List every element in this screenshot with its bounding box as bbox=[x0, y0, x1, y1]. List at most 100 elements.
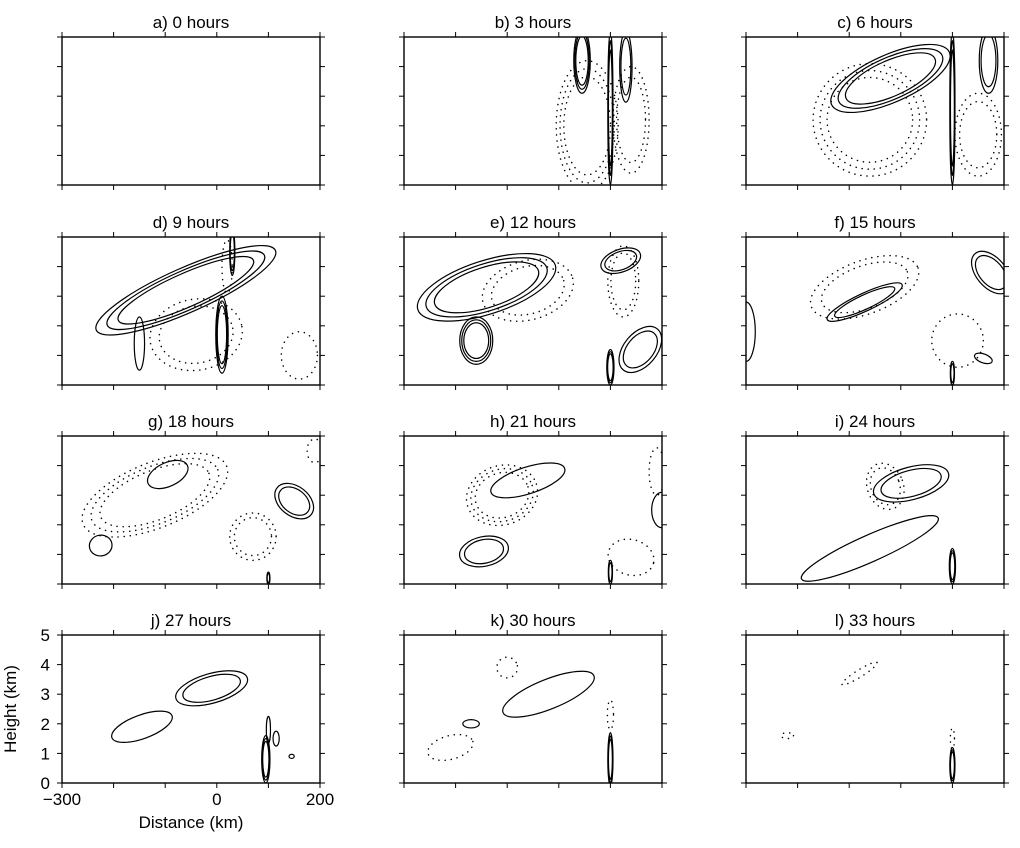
positive-contour-0-1 bbox=[833, 286, 896, 319]
positive-contour-2-2 bbox=[262, 740, 270, 778]
negative-contour-6-0 bbox=[931, 313, 985, 368]
panel-9: i) 24 hours bbox=[741, 412, 1009, 589]
negative-contour-3-1 bbox=[559, 67, 616, 184]
positive-contour-0-1 bbox=[837, 48, 944, 109]
positive-contour-1-0 bbox=[215, 295, 229, 374]
positive-contour-0-0 bbox=[416, 252, 557, 322]
negative-contour-5-1 bbox=[233, 516, 273, 557]
positive-contour-1-0 bbox=[619, 37, 633, 103]
panel-3: c) 6 hours bbox=[741, 13, 1009, 190]
panel-1: a) 0 hours bbox=[57, 13, 325, 190]
x-axis-label: Distance (km) bbox=[139, 813, 244, 832]
panel-title: j) 27 hours bbox=[150, 611, 231, 630]
negative-contour-3-0 bbox=[555, 59, 619, 185]
positive-contour-0-1 bbox=[880, 467, 942, 499]
positive-contour-4-0 bbox=[600, 247, 642, 275]
x-tick-label: 200 bbox=[306, 790, 334, 809]
panel-title: h) 21 hours bbox=[490, 412, 576, 431]
panel-frame bbox=[745, 236, 1005, 386]
panel-title: c) 6 hours bbox=[837, 13, 913, 32]
positive-contour-0-0 bbox=[830, 43, 951, 114]
positive-contour-4-1 bbox=[950, 363, 955, 384]
panel-title: e) 12 hours bbox=[490, 213, 576, 232]
positive-contour-2-0 bbox=[746, 301, 756, 362]
positive-contour-2-2 bbox=[607, 49, 613, 167]
negative-contour-3-1 bbox=[819, 69, 921, 170]
positive-contour-3-2 bbox=[607, 353, 614, 382]
positive-contour-0-0 bbox=[826, 282, 903, 322]
contour-group bbox=[800, 462, 957, 584]
contour-group bbox=[458, 447, 662, 584]
positive-contour-2-0 bbox=[88, 534, 113, 557]
contour-group bbox=[780, 661, 956, 783]
panel-frame bbox=[61, 236, 321, 386]
y-axis-label: Height (km) bbox=[1, 665, 20, 753]
negative-contour-4-1 bbox=[958, 100, 998, 169]
contour-group bbox=[81, 438, 320, 584]
panel-title: g) 18 hours bbox=[148, 412, 234, 431]
panel-frame bbox=[61, 435, 321, 585]
positive-contour-0-2 bbox=[433, 261, 540, 314]
positive-contour-1-1 bbox=[278, 486, 311, 516]
y-tick-label: 2 bbox=[41, 715, 50, 734]
positive-contour-2-2 bbox=[949, 49, 955, 167]
panel-frame bbox=[745, 634, 1005, 784]
negative-contour-3-1 bbox=[869, 467, 902, 506]
positive-contour-3-0 bbox=[973, 352, 993, 365]
positive-contour-0-0 bbox=[502, 670, 595, 718]
negative-contour-3-2 bbox=[826, 76, 914, 164]
panel-5: e) 12 hours bbox=[399, 213, 667, 390]
negative-contour-3-0 bbox=[496, 656, 519, 679]
positive-contour-3-1 bbox=[266, 572, 271, 584]
positive-contour-0-1 bbox=[182, 673, 241, 703]
positive-contour-2-1 bbox=[229, 237, 235, 272]
panel-frame bbox=[745, 36, 1005, 186]
y-tick-label: 0 bbox=[41, 774, 50, 793]
negative-contour-3-0 bbox=[812, 62, 928, 177]
y-tick-label: 1 bbox=[41, 744, 50, 763]
negative-contour-5-0 bbox=[809, 254, 920, 320]
negative-contour-4-0 bbox=[465, 464, 539, 527]
positive-contour-2-0 bbox=[618, 325, 662, 374]
panel-frame bbox=[61, 36, 321, 186]
positive-contour-0-2 bbox=[117, 255, 255, 325]
panel-title: a) 0 hours bbox=[153, 13, 230, 32]
negative-contour-2-0 bbox=[780, 731, 795, 740]
negative-contour-3-0 bbox=[949, 727, 956, 750]
positive-contour-0-1 bbox=[106, 250, 266, 331]
positive-contour-1-0 bbox=[274, 482, 315, 520]
positive-contour-2-1 bbox=[622, 330, 658, 369]
contour-group bbox=[95, 237, 319, 380]
positive-contour-1-0 bbox=[111, 710, 173, 743]
positive-contour-0-2 bbox=[949, 751, 955, 780]
positive-contour-1-1 bbox=[461, 319, 492, 362]
negative-contour-4-1 bbox=[470, 467, 534, 523]
panel-8: h) 21 hours bbox=[399, 412, 667, 589]
x-tick-label: 0 bbox=[212, 790, 221, 809]
negative-contour-6-1 bbox=[610, 252, 637, 311]
positive-contour-0-0 bbox=[146, 459, 189, 490]
negative-contour-3-2 bbox=[563, 75, 612, 176]
positive-contour-1-0 bbox=[459, 316, 494, 365]
negative-contour-4-0 bbox=[427, 733, 474, 762]
panel-title: i) 24 hours bbox=[835, 412, 915, 431]
panel-title: l) 33 hours bbox=[835, 611, 915, 630]
panel-title: d) 9 hours bbox=[153, 213, 230, 232]
negative-contour-4-0 bbox=[612, 65, 650, 174]
positive-contour-4-0 bbox=[272, 730, 280, 747]
y-tick-label: 4 bbox=[41, 656, 50, 675]
panel-frame bbox=[61, 634, 321, 784]
positive-contour-2-2 bbox=[949, 552, 956, 581]
positive-contour-1-0 bbox=[978, 37, 999, 94]
panel-11: k) 30 hours bbox=[399, 611, 667, 788]
positive-contour-1-1 bbox=[980, 37, 997, 88]
positive-contour-1-0 bbox=[800, 515, 940, 582]
positive-contour-0-2 bbox=[844, 52, 937, 105]
negative-contour-3-0 bbox=[865, 462, 905, 511]
panel-title: b) 3 hours bbox=[495, 13, 572, 32]
negative-contour-4-0 bbox=[81, 452, 229, 538]
negative-contour-6-0 bbox=[607, 245, 640, 318]
positive-contour-3-1 bbox=[608, 562, 613, 583]
negative-contour-6-0 bbox=[221, 239, 234, 294]
